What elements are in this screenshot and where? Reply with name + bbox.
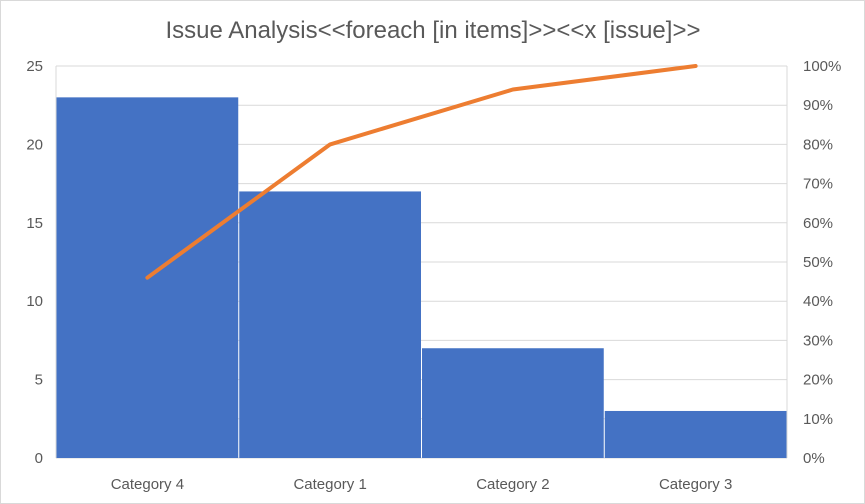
right-axis-tick-label: 100% (803, 58, 841, 75)
left-y-axis: 0 5 10 15 20 25 (26, 58, 43, 467)
cumulative-line (145, 64, 698, 280)
cumulative-line-series (145, 64, 698, 280)
right-axis-tick-label: 50% (803, 254, 833, 271)
left-axis-tick-label: 25 (26, 58, 43, 75)
right-axis-tick-label: 40% (803, 293, 833, 310)
right-axis-tick-label: 60% (803, 215, 833, 232)
bar (239, 191, 421, 458)
left-axis-tick-label: 10 (26, 293, 43, 310)
chart-title: Issue Analysis<<foreach [in items]>><<x … (166, 17, 701, 44)
left-axis-tick-label: 5 (35, 372, 43, 389)
left-axis-tick-label: 0 (35, 450, 43, 467)
category-label: Category 3 (659, 476, 732, 493)
right-axis-tick-label: 90% (803, 97, 833, 114)
x-axis: Category 4 Category 1 Category 2 Category 3 (111, 476, 733, 493)
left-axis-tick-label: 20 (26, 136, 43, 153)
right-axis-tick-label: 0% (803, 450, 825, 467)
bar (604, 410, 787, 458)
right-y-axis: 0% 10% 20% 30% 40% 50% 60% 70% 80% 90% 100% (803, 58, 841, 467)
right-axis-tick-label: 30% (803, 332, 833, 349)
right-axis-tick-label: 70% (803, 176, 833, 193)
bar (422, 348, 604, 458)
right-axis-tick-label: 10% (803, 411, 833, 428)
bar-series (56, 97, 787, 459)
left-axis-tick-label: 15 (26, 215, 43, 232)
right-axis-tick-label: 20% (803, 372, 833, 389)
category-label: Category 2 (476, 476, 549, 493)
right-axis-tick-label: 80% (803, 136, 833, 153)
category-label: Category 4 (111, 476, 184, 493)
category-label: Category 1 (293, 476, 366, 493)
